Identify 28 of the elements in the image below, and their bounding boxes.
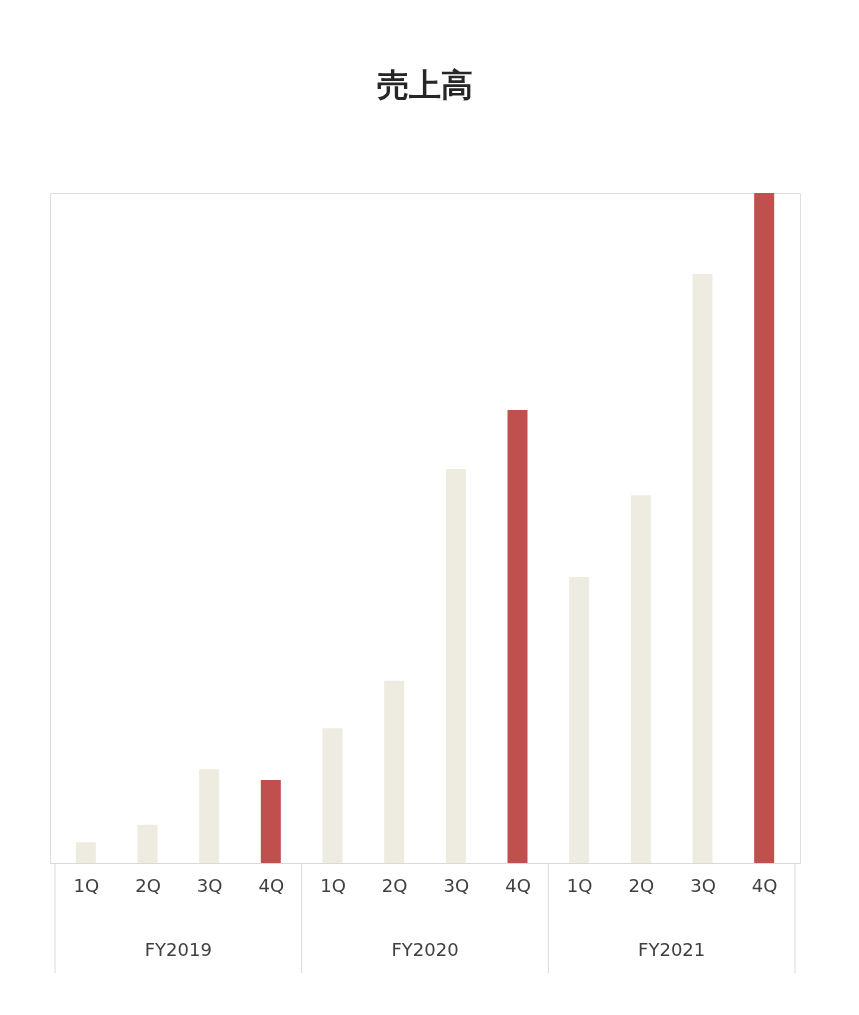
bar xyxy=(137,824,158,863)
bar xyxy=(199,769,220,863)
x-tick-label: 1Q xyxy=(320,874,346,896)
bar xyxy=(630,495,651,863)
x-tick-label: 2Q xyxy=(628,874,655,896)
bar xyxy=(384,680,405,863)
bar xyxy=(75,842,96,863)
x-tick-label: 4Q xyxy=(258,874,285,896)
x-tick-label: 4Q xyxy=(751,874,778,896)
text: FY2020 xyxy=(391,939,459,960)
x-tick-label: 3Q xyxy=(443,874,470,896)
x-tick-label: 2Q xyxy=(135,874,161,896)
bar xyxy=(569,576,590,863)
bar xyxy=(507,410,528,863)
x-tick-label: 3Q xyxy=(690,874,716,896)
bar xyxy=(322,728,343,863)
x-tick-label: 3Q xyxy=(196,874,223,896)
x-tick-label: 4Q xyxy=(505,874,531,896)
bar xyxy=(692,274,713,863)
x-tick-label: 1Q xyxy=(73,874,100,896)
x-tick-label: 2Q xyxy=(381,874,408,896)
bar xyxy=(260,779,281,863)
bar xyxy=(754,193,775,863)
text: FY2021 xyxy=(638,939,706,960)
text: FY2019 xyxy=(144,939,212,960)
chart-title: 売上高 xyxy=(377,66,473,104)
x-tick-label: 1Q xyxy=(566,874,593,896)
bar xyxy=(445,469,466,863)
